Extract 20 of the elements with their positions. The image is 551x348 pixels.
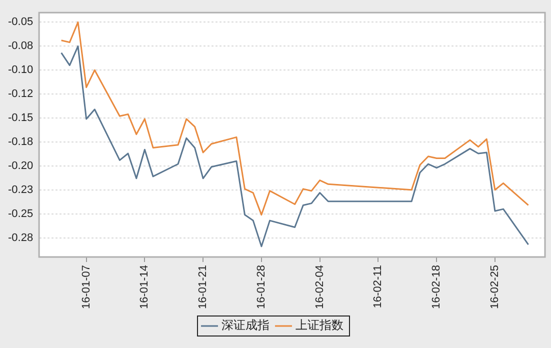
y-tick-label: -0.15 <box>8 112 34 124</box>
x-tick-label: 16-01-14 <box>138 264 151 310</box>
x-tick-label: 16-02-11 <box>372 264 384 308</box>
legend-label: 深证成指 <box>222 318 270 332</box>
x-tick-label: 16-02-25 <box>488 264 501 310</box>
x-tick-label: 16-01-21 <box>197 264 210 310</box>
legend-label: 上证指数 <box>296 318 344 332</box>
x-tick-label: 16-01-07 <box>80 264 92 310</box>
y-tick-label: -0.08 <box>8 40 34 52</box>
y-tick-label: -0.23 <box>8 184 34 196</box>
y-tick-label: -0.25 <box>8 208 34 220</box>
x-tick-label: 16-02-18 <box>430 264 443 310</box>
y-tick-label: -0.18 <box>8 136 34 148</box>
x-tick-label: 16-01-28 <box>255 264 268 310</box>
y-tick-label: -0.20 <box>8 160 34 172</box>
y-tick-label: -0.05 <box>8 16 34 28</box>
x-tick-label: 16-02-04 <box>314 264 326 310</box>
y-tick-label: -0.12 <box>8 88 34 100</box>
y-tick-label: -0.28 <box>8 232 34 244</box>
y-tick-label: -0.10 <box>8 64 34 76</box>
